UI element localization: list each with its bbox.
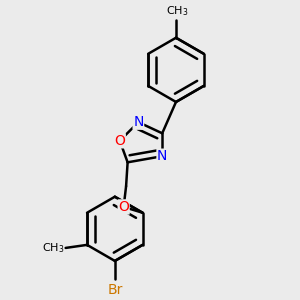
Text: Br: Br (107, 283, 122, 297)
Text: N: N (157, 149, 167, 163)
Text: N: N (133, 115, 144, 129)
Text: CH$_3$: CH$_3$ (42, 241, 64, 255)
Text: CH$_3$: CH$_3$ (166, 4, 188, 18)
Text: O: O (118, 200, 129, 214)
Text: O: O (114, 134, 125, 148)
